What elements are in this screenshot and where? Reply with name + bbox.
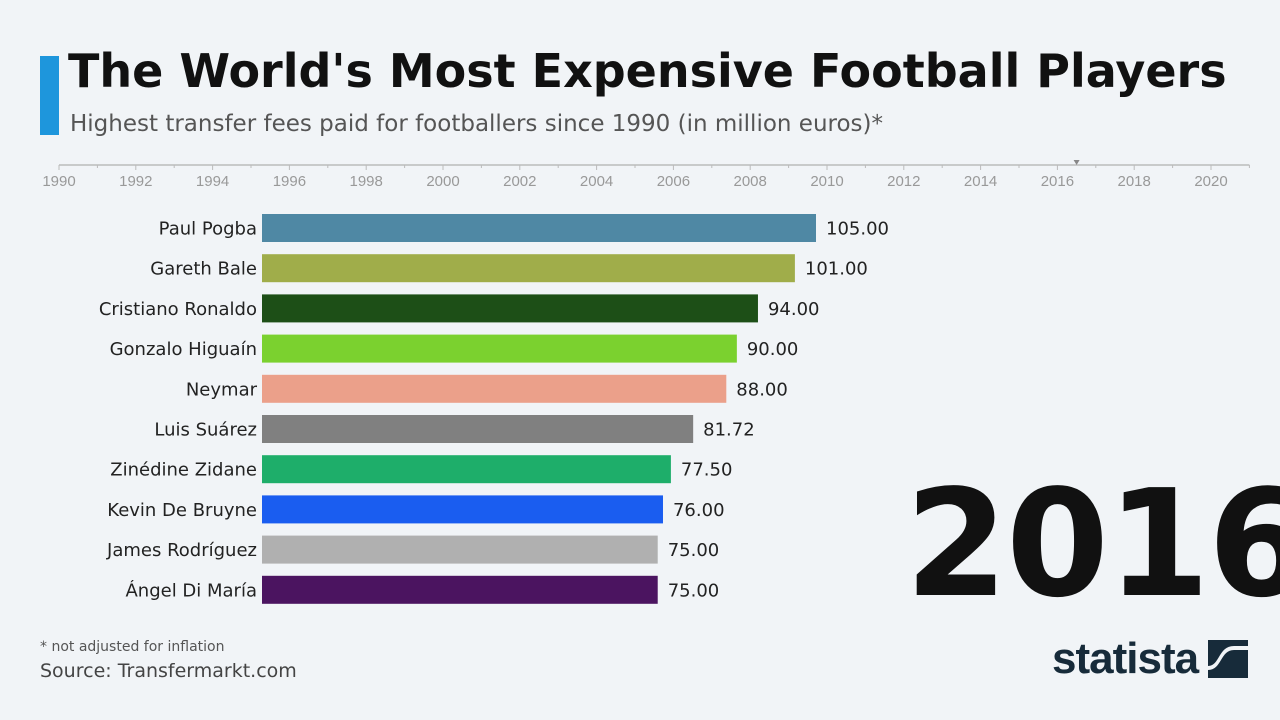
timeline-tick-label: 2002 (503, 173, 536, 190)
bar-value-label: 75.00 (668, 540, 720, 561)
bar-value-label: 105.00 (826, 219, 889, 240)
bar-value-label: 94.00 (768, 299, 820, 320)
timeline-tick-label: 1998 (350, 173, 383, 190)
timeline-tick-label: 2016 (1041, 173, 1074, 190)
bar-paul-pogba (262, 214, 816, 242)
bar-category-label: Paul Pogba (159, 219, 257, 240)
bar-category-label: Cristiano Ronaldo (99, 299, 257, 320)
bar-category-label: Zinédine Zidane (110, 460, 257, 481)
title-accent-bar (40, 56, 59, 135)
bar-category-label: Luis Suárez (154, 420, 257, 441)
timeline-tick-label: 1990 (42, 173, 75, 190)
bar-gareth-bale (262, 254, 795, 283)
bar-kevin-de-bruyne (262, 495, 663, 524)
timeline-tick-label: 1994 (196, 173, 229, 190)
bar-category-label: Gareth Bale (150, 259, 257, 280)
footnote: * not adjusted for inflation (40, 639, 225, 655)
bar-category-label: Ángel Di María (125, 579, 257, 601)
statista-logo: statista (1052, 634, 1249, 684)
source-label: Source: Transfermarkt.com (40, 660, 297, 682)
bar-value-label: 88.00 (736, 379, 788, 400)
bar-james-rodr-guez (262, 535, 658, 564)
logo-text: statista (1052, 634, 1199, 683)
timeline-tick-label: 2010 (810, 173, 843, 190)
timeline-tick-label: 2014 (964, 173, 997, 190)
bar-neymar (262, 374, 727, 403)
timeline-tick-label: 1996 (273, 173, 306, 190)
bar-category-label: James Rodríguez (106, 540, 257, 561)
timeline-tick-label: 2004 (580, 173, 613, 190)
timeline-tick-label: 2020 (1194, 173, 1227, 190)
bar-value-label: 101.00 (805, 259, 868, 280)
current-year-label: 2016 (905, 458, 1280, 630)
bar-category-label: Kevin De Bruyne (107, 500, 257, 521)
bar-value-label: 75.00 (668, 580, 720, 601)
bar-zin-dine-zidane (262, 455, 671, 484)
timeline-tick-label: 2018 (1118, 173, 1151, 190)
timeline-position-marker (1073, 160, 1080, 165)
chart-title: The World's Most Expensive Football Play… (68, 44, 1227, 98)
bar-category-label: Gonzalo Higuaín (110, 339, 257, 360)
timeline-tick-label: 2000 (426, 173, 459, 190)
bar-value-label: 76.00 (673, 500, 725, 521)
timeline-tick-label: 2008 (734, 173, 767, 190)
bar-luis-su-rez (262, 415, 694, 443)
timeline-tick-label: 2006 (657, 173, 690, 190)
bar-cristiano-ronaldo (262, 294, 758, 323)
bar-value-label: 77.50 (681, 460, 733, 481)
timeline-tick-label: 1992 (119, 173, 152, 190)
bar-category-label: Neymar (186, 379, 258, 400)
chart-subtitle: Highest transfer fees paid for footballe… (70, 111, 884, 137)
bar-value-label: 90.00 (747, 339, 799, 360)
statista-logo-icon (1208, 640, 1249, 678)
bar-gonzalo-higua-n (262, 334, 737, 363)
timeline-tick-label: 2012 (887, 173, 920, 190)
bar-value-label: 81.72 (703, 420, 755, 441)
bar--ngel-di-mar-a (262, 575, 658, 604)
